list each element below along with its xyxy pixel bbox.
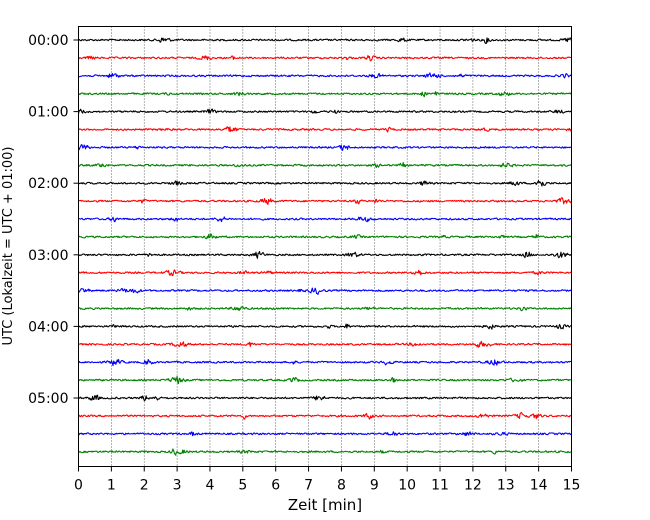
x-tick-label: 7: [304, 478, 313, 494]
x-tick-label: 15: [563, 478, 581, 494]
y-axis-ticks: 00:00 01:00 02:00 03:00 04:00 05:00: [28, 33, 79, 407]
vertical-gridlines: [111, 26, 539, 467]
trace-row: [77, 108, 572, 115]
trace-row: [78, 375, 572, 385]
x-tick-label: 12: [464, 478, 482, 494]
x-tick-label: 13: [497, 478, 515, 494]
x-tick-label: 1: [107, 478, 116, 494]
y-tick-label: 05:00: [28, 391, 68, 407]
trace-row: [78, 340, 572, 348]
x-tick-label: 9: [370, 478, 379, 494]
y-axis-label: UTC (Lokalzeit = UTC + 01:00): [1, 147, 16, 346]
trace-row: [78, 411, 572, 420]
trace-row: [78, 394, 572, 402]
trace-row: [78, 180, 572, 187]
y-tick-label: 01:00: [28, 105, 68, 121]
x-tick-label: 8: [337, 478, 346, 494]
trace-row: [78, 91, 572, 98]
x-tick-label: 11: [431, 478, 449, 494]
y-tick-label: 04:00: [28, 319, 68, 335]
x-tick-label: 14: [530, 478, 548, 494]
trace-row: [78, 448, 572, 456]
x-axis-label: Zeit [min]: [288, 496, 362, 514]
trace-row: [78, 161, 572, 168]
trace-row: [78, 144, 572, 151]
trace-row: [78, 269, 572, 277]
x-tick-label: 3: [173, 478, 182, 494]
x-tick-label: 10: [398, 478, 416, 494]
seismic-traces: [77, 37, 573, 456]
y-tick-label: 03:00: [28, 248, 68, 264]
trace-row: [78, 126, 573, 133]
trace-row: [78, 431, 572, 437]
trace-row: [78, 72, 572, 79]
trace-row: [78, 55, 572, 62]
trace-row: [78, 233, 572, 240]
y-tick-label: 02:00: [28, 176, 68, 192]
trace-row: [78, 323, 572, 330]
x-tick-label: 0: [74, 478, 83, 494]
trace-row: [78, 197, 572, 205]
y-tick-label: 00:00: [28, 33, 68, 49]
x-tick-label: 5: [238, 478, 247, 494]
x-axis-ticks: 0 1 2 3 4 5 6 7 8 9 10 11 12 13 14 15: [74, 466, 581, 494]
plot-frame: [78, 26, 572, 467]
trace-row: [78, 216, 572, 223]
x-tick-label: 2: [140, 478, 149, 494]
trace-row: [78, 37, 573, 45]
trace-row: [78, 287, 572, 295]
x-tick-label: 4: [206, 478, 215, 494]
x-tick-label: 6: [271, 478, 280, 494]
trace-row: [78, 359, 572, 367]
trace-row: [78, 305, 572, 312]
trace-row: [78, 250, 572, 259]
